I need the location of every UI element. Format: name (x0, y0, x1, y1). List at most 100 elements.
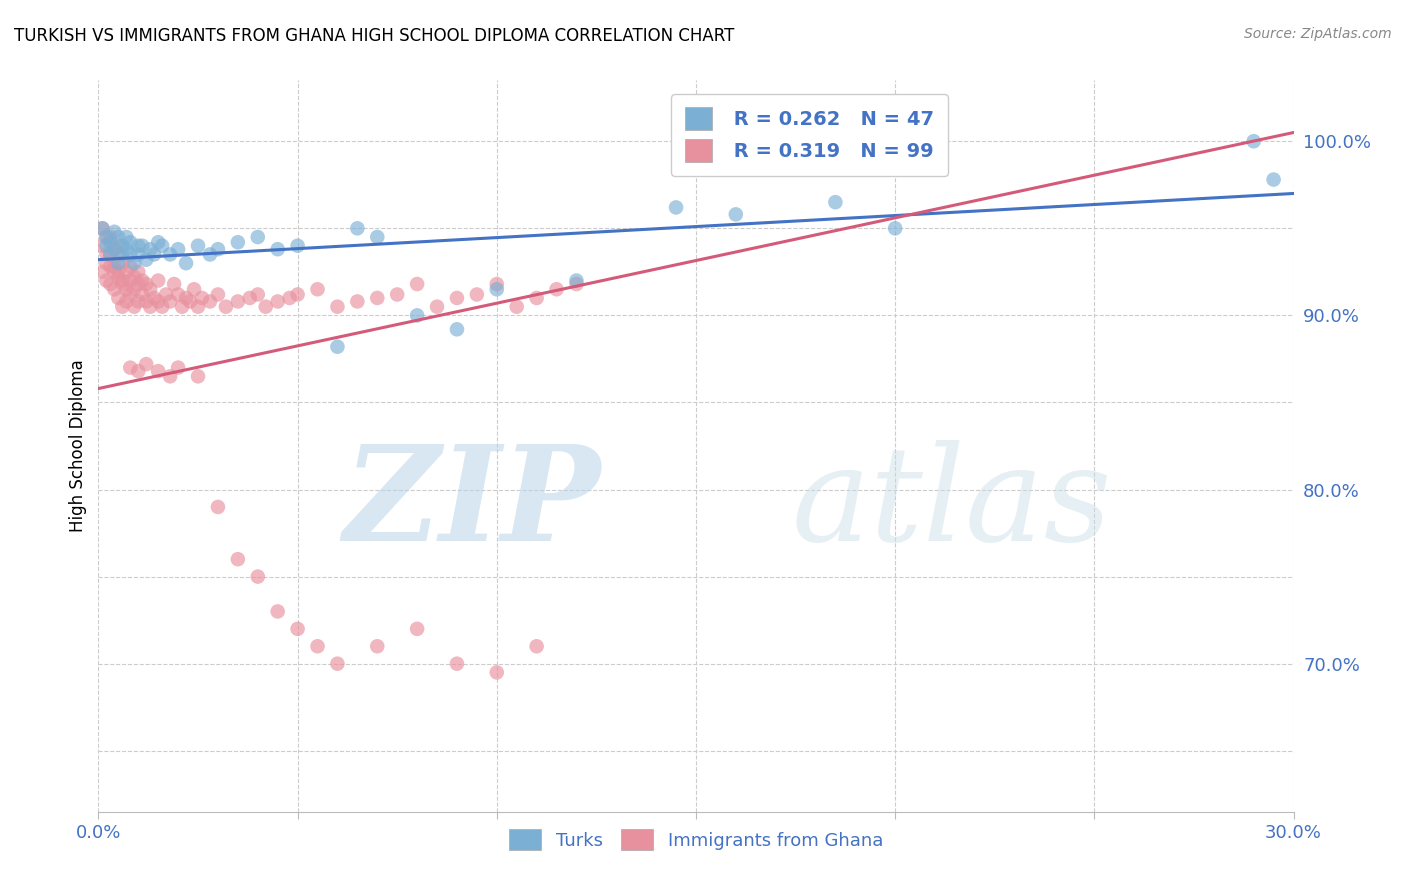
Point (107, 270, 129, 285)
Point (506, 300, 529, 314)
Point (406, 309, 429, 323)
Point (246, 287, 269, 301)
Point (724, 152, 747, 166)
Point (135, 294, 157, 309)
Point (198, 247, 221, 261)
Point (207, 242, 229, 256)
Point (366, 230, 388, 244)
Point (346, 221, 368, 235)
Point (96, 230, 118, 244)
Point (103, 265, 125, 279)
Point (278, 291, 301, 305)
Point (446, 322, 468, 336)
Point (111, 256, 134, 270)
Point (307, 282, 329, 296)
Text: TURKISH VS IMMIGRANTS FROM GHANA HIGH SCHOOL DIPLOMA CORRELATION CHART: TURKISH VS IMMIGRANTS FROM GHANA HIGH SC… (14, 27, 734, 45)
Point (103, 225, 125, 239)
Point (115, 282, 138, 296)
Point (135, 252, 157, 267)
Point (139, 282, 162, 296)
Point (148, 274, 170, 288)
Point (267, 294, 290, 309)
Point (115, 230, 138, 244)
Point (385, 287, 409, 301)
Point (326, 657, 349, 671)
Point (127, 265, 149, 279)
Point (143, 247, 166, 261)
Point (159, 294, 181, 309)
Point (565, 274, 588, 288)
Text: ZIP: ZIP (343, 440, 600, 569)
Point (127, 294, 149, 309)
Point (485, 282, 508, 296)
Point (107, 291, 129, 305)
Point (98, 260, 122, 274)
Point (115, 294, 138, 309)
Point (120, 360, 142, 375)
Point (127, 364, 149, 378)
Point (127, 277, 149, 291)
Point (187, 238, 209, 252)
Point (91, 221, 114, 235)
Point (724, 207, 747, 221)
Point (98, 247, 122, 261)
Point (174, 256, 197, 270)
Point (246, 230, 269, 244)
Point (150, 300, 173, 314)
Point (465, 287, 488, 301)
Point (135, 357, 157, 371)
Point (155, 287, 177, 301)
Point (163, 277, 186, 291)
Point (191, 291, 214, 305)
Point (103, 242, 125, 256)
Point (406, 277, 429, 291)
Point (226, 552, 249, 566)
Point (148, 364, 170, 378)
Point (267, 604, 290, 618)
Point (267, 242, 290, 256)
Point (96, 256, 118, 270)
Point (406, 622, 429, 636)
Point (98, 235, 122, 250)
Point (103, 282, 125, 296)
Legend: Turks, Immigrants from Ghana: Turks, Immigrants from Ghana (502, 822, 890, 857)
Point (98, 230, 122, 244)
Point (665, 201, 688, 215)
Point (115, 265, 138, 279)
Point (174, 291, 197, 305)
Point (1263, 172, 1285, 186)
Point (107, 238, 129, 252)
Point (124, 282, 146, 296)
Point (207, 500, 229, 514)
Point (167, 360, 190, 375)
Point (446, 657, 468, 671)
Point (120, 274, 142, 288)
Point (148, 294, 170, 309)
Point (215, 300, 238, 314)
Point (111, 247, 134, 261)
Point (139, 300, 162, 314)
Point (884, 221, 907, 235)
Point (131, 274, 153, 288)
Point (183, 282, 205, 296)
Point (91, 221, 114, 235)
Point (172, 300, 194, 314)
Point (287, 622, 309, 636)
Point (124, 300, 146, 314)
Point (167, 242, 190, 256)
Point (246, 569, 269, 583)
Point (287, 238, 309, 252)
Point (526, 640, 548, 654)
Point (107, 265, 129, 279)
Point (366, 291, 388, 305)
Point (207, 287, 229, 301)
Point (131, 238, 153, 252)
Point (103, 242, 125, 256)
Point (120, 247, 142, 261)
Point (485, 277, 508, 291)
Point (239, 291, 262, 305)
Point (159, 247, 181, 261)
Point (526, 291, 548, 305)
Point (287, 287, 309, 301)
Point (120, 260, 142, 274)
